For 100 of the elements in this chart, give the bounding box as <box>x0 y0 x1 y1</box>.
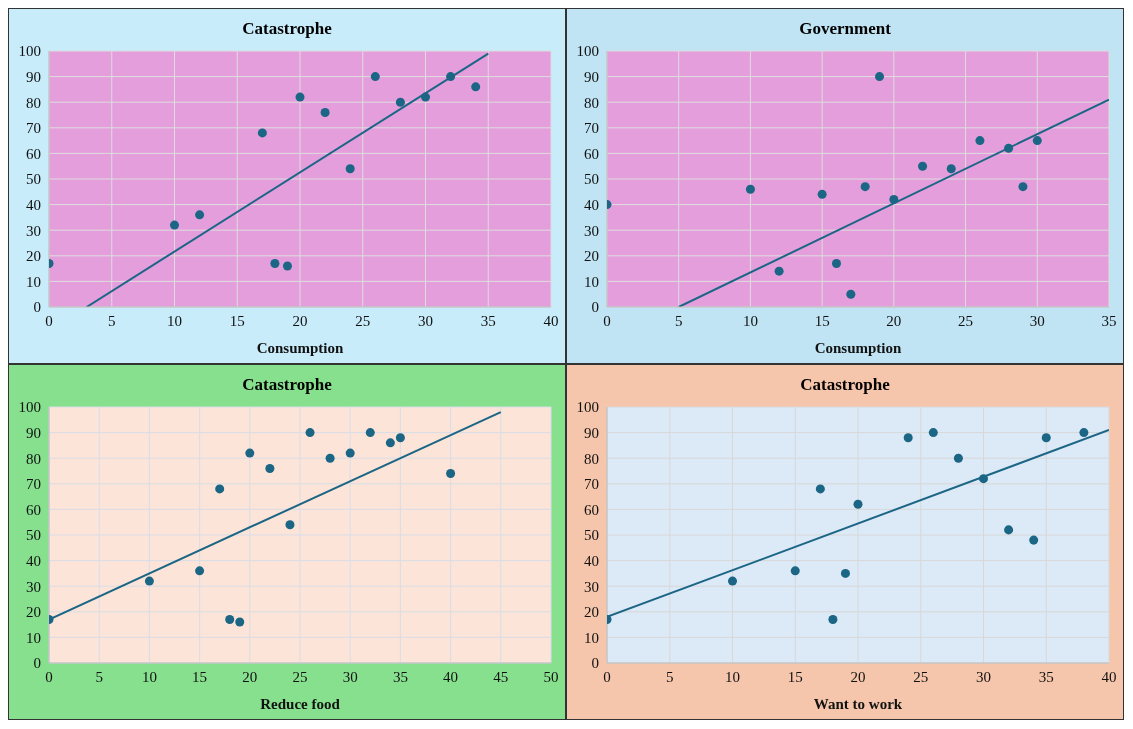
y-tick-label: 70 <box>26 120 41 137</box>
x-tick-label: 25 <box>355 312 371 329</box>
y-tick-label: 20 <box>26 604 41 621</box>
point <box>325 453 335 463</box>
point <box>385 438 395 448</box>
point <box>345 164 355 174</box>
y-tick-label: 0 <box>33 655 41 672</box>
chart-title: Catastrophe <box>241 18 333 40</box>
point <box>169 220 180 230</box>
point <box>257 128 267 138</box>
y-tick-label: 70 <box>584 476 599 493</box>
x-tick-label: 5 <box>108 312 116 329</box>
y-tick-label: 0 <box>591 299 599 316</box>
point <box>295 92 305 102</box>
x-tick-label: 20 <box>886 312 902 329</box>
x-tick-label: 30 <box>342 668 358 685</box>
point <box>1029 535 1039 545</box>
x-tick-label: 45 <box>493 668 509 685</box>
point <box>395 97 405 107</box>
point <box>144 576 154 586</box>
x-axis-title: Consumption <box>814 340 902 356</box>
point <box>853 499 863 509</box>
y-tick-label: 40 <box>584 552 599 569</box>
point <box>860 182 870 192</box>
x-tick-label: 10 <box>141 668 157 685</box>
y-tick-label: 60 <box>26 145 41 162</box>
point <box>790 566 800 576</box>
y-tick-label: 0 <box>591 655 599 672</box>
point <box>270 258 280 268</box>
y-tick-label: 60 <box>26 501 41 518</box>
x-tick-label: 25 <box>292 668 308 685</box>
y-tick-label: 50 <box>26 171 41 188</box>
point <box>1041 433 1051 443</box>
x-tick-label: 5 <box>666 668 674 685</box>
point <box>1004 525 1014 535</box>
point <box>370 72 380 82</box>
point <box>245 448 255 458</box>
y-tick-label: 80 <box>584 450 599 467</box>
x-axis-title: Want to work <box>813 696 903 712</box>
chart-title: Catastrophe <box>241 374 333 396</box>
point <box>345 448 355 458</box>
x-tick-label: 35 <box>1101 312 1117 329</box>
point <box>320 107 330 117</box>
y-tick-label: 20 <box>584 248 599 265</box>
y-tick-label: 10 <box>584 629 599 646</box>
y-tick-label: 60 <box>584 145 599 162</box>
point <box>1004 143 1014 153</box>
point <box>978 474 989 484</box>
point <box>265 463 275 473</box>
x-tick-label: 30 <box>976 668 991 685</box>
point <box>831 258 841 268</box>
point <box>1018 182 1028 192</box>
point <box>420 92 431 102</box>
point <box>1032 136 1042 146</box>
y-tick-label: 30 <box>26 222 41 239</box>
x-tick-label: 40 <box>443 668 459 685</box>
x-tick-label: 40 <box>543 312 559 329</box>
x-axis-title: Reduce food <box>260 696 341 712</box>
y-tick-label: 10 <box>26 273 41 290</box>
chart-title: Government <box>798 18 892 40</box>
point <box>195 210 205 220</box>
y-tick-label: 40 <box>26 552 41 569</box>
x-tick-label: 25 <box>913 668 929 685</box>
point <box>195 566 205 576</box>
x-tick-label: 20 <box>292 312 308 329</box>
x-tick-label: 30 <box>418 312 433 329</box>
point <box>225 614 235 624</box>
point <box>946 164 956 174</box>
point <box>953 453 963 463</box>
x-tick-label: 5 <box>674 312 683 329</box>
x-tick-label: 5 <box>95 668 103 685</box>
point <box>395 433 405 443</box>
x-tick-label: 10 <box>742 312 758 329</box>
x-tick-label: 35 <box>480 312 496 329</box>
y-tick-label: 70 <box>26 476 41 493</box>
y-tick-label: 30 <box>584 222 599 239</box>
chart-title: Catastrophe <box>799 374 891 396</box>
x-tick-label: 15 <box>787 668 803 685</box>
y-tick-label: 50 <box>26 527 41 544</box>
x-tick-label: 10 <box>167 312 182 329</box>
y-tick-label: 100 <box>18 43 41 60</box>
point <box>840 568 850 578</box>
y-tick-label: 90 <box>26 68 41 85</box>
x-tick-label: 0 <box>603 312 611 329</box>
y-tick-label: 50 <box>584 171 599 188</box>
y-tick-label: 100 <box>576 43 599 60</box>
x-tick-label: 20 <box>242 668 258 685</box>
point <box>815 484 825 494</box>
point <box>1079 428 1089 438</box>
y-tick-label: 80 <box>584 94 599 111</box>
x-tick-label: 40 <box>1101 668 1117 685</box>
point <box>305 428 315 438</box>
point <box>745 184 755 194</box>
point <box>285 520 295 530</box>
x-tick-label: 0 <box>45 668 53 685</box>
x-tick-label: 0 <box>603 668 611 685</box>
y-tick-label: 20 <box>584 604 599 621</box>
point <box>817 189 827 199</box>
x-tick-label: 10 <box>725 668 740 685</box>
x-axis-title: Consumption <box>256 340 344 356</box>
